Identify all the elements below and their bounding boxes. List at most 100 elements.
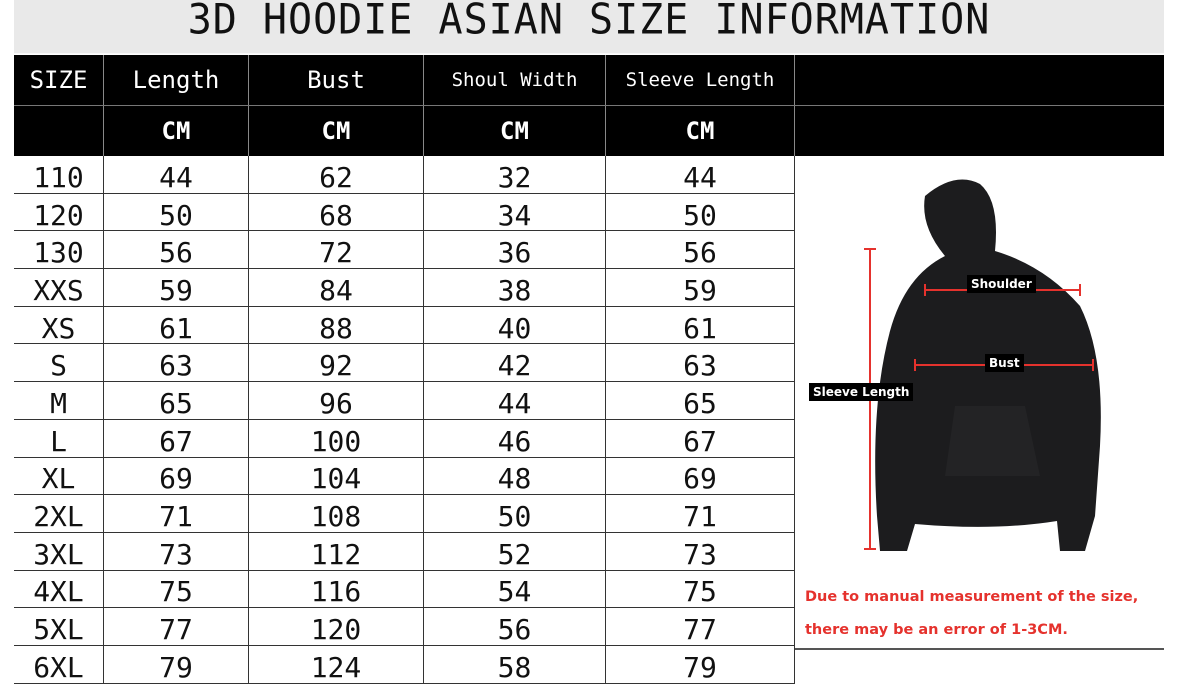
value-cell: 77 bbox=[104, 608, 249, 646]
blank-header-cell bbox=[795, 106, 1164, 156]
value-cell: 61 bbox=[104, 306, 249, 345]
value-cell: 124 bbox=[249, 645, 424, 684]
table-row: 2XL 71 108 50 71 bbox=[14, 495, 795, 533]
value-cell: 44 bbox=[424, 382, 606, 420]
table-row: XL 69 104 48 69 bbox=[14, 457, 795, 495]
value-cell: 73 bbox=[606, 532, 795, 571]
size-cell: XXS bbox=[14, 269, 104, 307]
value-cell: 67 bbox=[606, 419, 795, 458]
value-cell: 100 bbox=[249, 419, 424, 458]
value-cell: 88 bbox=[249, 306, 424, 345]
size-cell: 3XL bbox=[14, 532, 104, 571]
value-cell: 44 bbox=[104, 156, 249, 194]
unit-header: CM bbox=[424, 106, 606, 156]
size-table: 110 44 62 32 44 120 50 68 34 50 130 56 72 36 56 XXS 59 84… bbox=[14, 156, 795, 684]
column-header: Shoul Width bbox=[424, 55, 606, 105]
value-cell: 77 bbox=[606, 608, 795, 646]
table-row: 3XL 73 112 52 73 bbox=[14, 532, 795, 571]
unit-header: CM bbox=[104, 106, 249, 156]
table-row: 120 50 68 34 50 bbox=[14, 193, 795, 232]
value-cell: 96 bbox=[249, 382, 424, 420]
bust-label: Bust bbox=[985, 354, 1024, 372]
value-cell: 72 bbox=[249, 231, 424, 269]
value-cell: 46 bbox=[424, 419, 606, 458]
value-cell: 50 bbox=[424, 495, 606, 533]
value-cell: 56 bbox=[424, 608, 606, 646]
value-cell: 36 bbox=[424, 231, 606, 269]
value-cell: 84 bbox=[249, 269, 424, 307]
size-cell: S bbox=[14, 344, 104, 382]
size-cell: XL bbox=[14, 457, 104, 495]
value-cell: 58 bbox=[424, 645, 606, 684]
column-header: Length bbox=[104, 55, 249, 105]
value-cell: 79 bbox=[104, 645, 249, 684]
value-cell: 56 bbox=[104, 231, 249, 269]
value-cell: 112 bbox=[249, 532, 424, 571]
value-cell: 104 bbox=[249, 457, 424, 495]
size-cell: 130 bbox=[14, 231, 104, 269]
value-cell: 67 bbox=[104, 419, 249, 458]
column-header: Sleeve Length bbox=[606, 55, 795, 105]
value-cell: 68 bbox=[249, 193, 424, 232]
column-header: SIZE bbox=[14, 55, 104, 105]
sleeve-length-label: Sleeve Length bbox=[809, 383, 914, 401]
size-cell: 4XL bbox=[14, 570, 104, 608]
table-row: 130 56 72 36 56 bbox=[14, 231, 795, 269]
value-cell: 34 bbox=[424, 193, 606, 232]
value-cell: 75 bbox=[606, 570, 795, 608]
page-title: 3D HOODIE ASIAN SIZE INFORMATION bbox=[14, 0, 1164, 54]
table-row: XS 61 88 40 61 bbox=[14, 306, 795, 345]
size-cell: 110 bbox=[14, 156, 104, 194]
unit-header: CM bbox=[249, 106, 424, 156]
value-cell: 50 bbox=[104, 193, 249, 232]
value-cell: 59 bbox=[606, 269, 795, 307]
measurement-note: Due to manual measurement of the size, t… bbox=[805, 581, 1138, 647]
units-row: CM CM CM CM bbox=[14, 105, 1164, 156]
hoodie-image bbox=[864, 179, 1101, 552]
shoulder-label: Shoulder bbox=[967, 275, 1036, 293]
size-cell: 120 bbox=[14, 193, 104, 232]
table-row: 6XL 79 124 58 79 bbox=[14, 645, 795, 684]
column-header: Bust bbox=[249, 55, 424, 105]
size-cell: 5XL bbox=[14, 608, 104, 646]
size-cell: 6XL bbox=[14, 645, 104, 684]
blank-header-cell bbox=[795, 55, 1164, 105]
value-cell: 52 bbox=[424, 532, 606, 571]
header-row: SIZE Length Bust Shoul Width Sleeve Length bbox=[14, 55, 1164, 105]
value-cell: 50 bbox=[606, 193, 795, 232]
table-row: S 63 92 42 63 bbox=[14, 344, 795, 382]
value-cell: 32 bbox=[424, 156, 606, 194]
value-cell: 79 bbox=[606, 645, 795, 684]
note-line-2: there may be an error of 1-3CM. bbox=[805, 622, 1068, 638]
value-cell: 59 bbox=[104, 269, 249, 307]
size-cell: M bbox=[14, 382, 104, 420]
value-cell: 63 bbox=[104, 344, 249, 382]
table-row: M 65 96 44 65 bbox=[14, 382, 795, 420]
table-row: 110 44 62 32 44 bbox=[14, 156, 795, 194]
value-cell: 116 bbox=[249, 570, 424, 608]
value-cell: 63 bbox=[606, 344, 795, 382]
value-cell: 73 bbox=[104, 532, 249, 571]
value-cell: 69 bbox=[104, 457, 249, 495]
table-row: XXS 59 84 38 59 bbox=[14, 269, 795, 307]
value-cell: 120 bbox=[249, 608, 424, 646]
value-cell: 42 bbox=[424, 344, 606, 382]
unit-header: CM bbox=[606, 106, 795, 156]
value-cell: 62 bbox=[249, 156, 424, 194]
size-cell: L bbox=[14, 419, 104, 458]
value-cell: 54 bbox=[424, 570, 606, 608]
note-line-1: Due to manual measurement of the size, bbox=[805, 589, 1139, 605]
size-cell: XS bbox=[14, 306, 104, 345]
value-cell: 65 bbox=[104, 382, 249, 420]
value-cell: 38 bbox=[424, 269, 606, 307]
value-cell: 69 bbox=[606, 457, 795, 495]
value-cell: 108 bbox=[249, 495, 424, 533]
unit-header bbox=[14, 106, 104, 156]
size-cell: 2XL bbox=[14, 495, 104, 533]
value-cell: 56 bbox=[606, 231, 795, 269]
value-cell: 71 bbox=[104, 495, 249, 533]
value-cell: 40 bbox=[424, 306, 606, 345]
value-cell: 44 bbox=[606, 156, 795, 194]
table-row: L 67 100 46 67 bbox=[14, 419, 795, 458]
value-cell: 92 bbox=[249, 344, 424, 382]
